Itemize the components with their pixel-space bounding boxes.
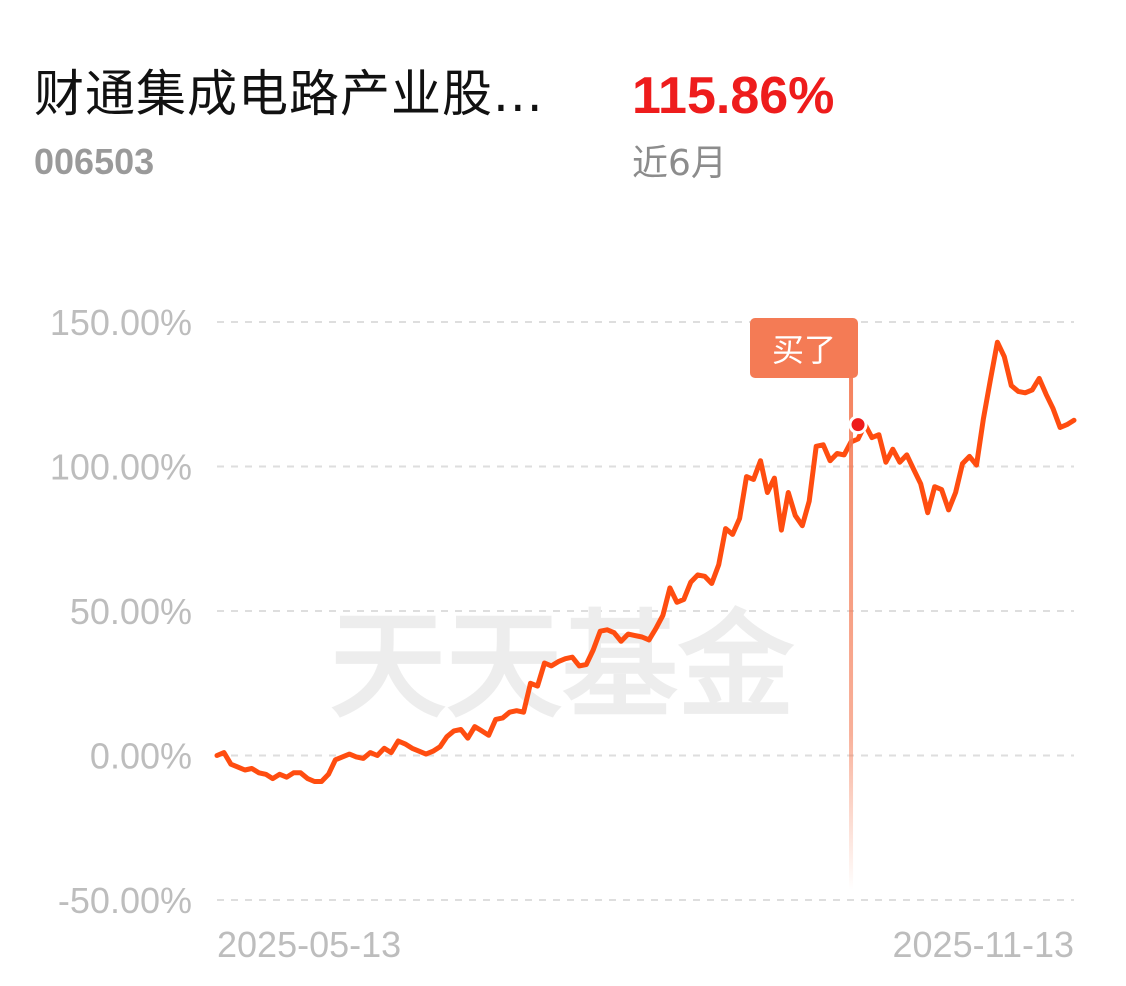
buy-marker-point (848, 415, 868, 435)
y-tick-label: 0.00% (90, 736, 192, 777)
x-axis: 2025-05-13 2025-11-13 (217, 924, 1074, 965)
series-line (214, 339, 1077, 784)
buy-marker-label: 买了 (772, 331, 836, 369)
buy-marker: 买了 (750, 318, 868, 890)
buy-marker-badge (750, 318, 858, 378)
y-tick-label: -50.00% (58, 880, 192, 921)
x-tick-end: 2025-11-13 (893, 924, 1074, 965)
return-value: 115.86% (632, 67, 835, 125)
return-period-label: 近6月 (632, 143, 727, 184)
y-tick-label: 50.00% (70, 591, 192, 632)
series-layer (214, 339, 1077, 784)
fund-name: 财通集成电路产业股... (34, 65, 544, 123)
watermark: 天天基金 (330, 598, 795, 734)
y-axis: 150.00% 100.00% 50.00% 0.00% -50.00% (50, 302, 192, 921)
grid-lines (217, 321, 1074, 901)
y-tick-label: 100.00% (50, 447, 192, 488)
fund-code: 006503 (34, 141, 155, 182)
y-tick-label: 150.00% (50, 302, 192, 343)
buy-marker-line (849, 370, 854, 890)
x-tick-start: 2025-05-13 (217, 924, 401, 965)
